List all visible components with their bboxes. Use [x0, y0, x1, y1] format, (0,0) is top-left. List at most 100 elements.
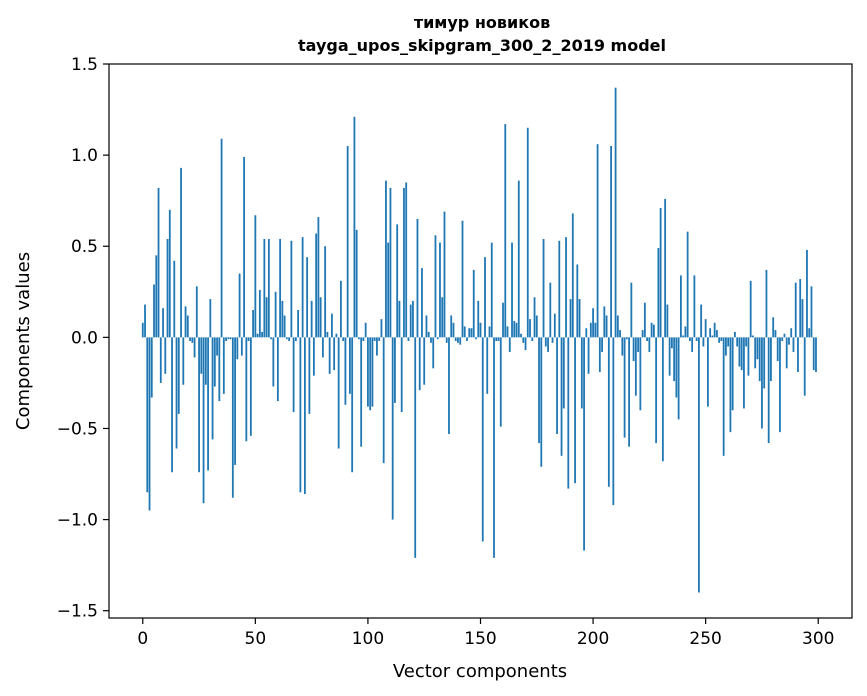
bar-47 — [247, 337, 250, 341]
bar-85 — [333, 337, 336, 371]
bar-45 — [243, 156, 245, 338]
bar-214 — [623, 337, 626, 438]
bar-42 — [236, 337, 239, 360]
bar-19 — [184, 306, 187, 338]
x-axis-label: Vector components — [393, 661, 567, 682]
bar-179 — [544, 337, 547, 347]
bar-155 — [490, 242, 493, 338]
bar-24 — [195, 286, 198, 338]
bar-31 — [211, 337, 214, 440]
bar-161 — [504, 124, 507, 338]
bar-61 — [279, 238, 282, 338]
bar-160 — [502, 302, 504, 338]
bar-71 — [301, 237, 304, 338]
bar-290 — [794, 282, 797, 338]
bar-163 — [508, 337, 511, 352]
bar-115 — [400, 337, 403, 413]
bar-134 — [443, 211, 446, 338]
bar-271 — [752, 335, 754, 338]
y-tick-label: −1.5 — [57, 602, 98, 622]
bar-207 — [607, 337, 610, 487]
bar-294 — [803, 337, 806, 396]
bar-151 — [481, 337, 484, 542]
bar-282 — [776, 337, 779, 362]
bar-88 — [340, 280, 342, 338]
bar-185 — [558, 240, 561, 338]
bar-297 — [810, 286, 813, 338]
bar-166 — [515, 322, 518, 338]
bar-248 — [700, 304, 703, 338]
bar-229 — [657, 248, 660, 338]
bar-70 — [299, 337, 302, 493]
bar-240 — [682, 335, 685, 338]
bar-14 — [173, 260, 176, 338]
bar-173 — [531, 337, 534, 341]
bar-92 — [349, 337, 351, 394]
bar-93 — [351, 337, 354, 473]
bar-259 — [725, 337, 727, 356]
bar-219 — [634, 337, 637, 396]
bar-89 — [342, 337, 345, 341]
bar-127 — [427, 331, 430, 338]
bar-109 — [387, 242, 390, 338]
bar-194 — [578, 299, 581, 338]
bar-274 — [758, 337, 761, 382]
bar-177 — [540, 337, 543, 467]
bar-12 — [168, 209, 171, 338]
bar-140 — [457, 337, 459, 343]
bar-27 — [202, 337, 205, 504]
bar-82 — [326, 331, 329, 338]
bar-254 — [713, 322, 716, 338]
bar-25 — [198, 337, 200, 473]
bar-284 — [781, 337, 784, 341]
bar-243 — [688, 337, 691, 341]
bar-169 — [522, 337, 525, 343]
bar-241 — [684, 326, 687, 338]
bar-5 — [153, 284, 155, 338]
bar-75 — [310, 300, 313, 338]
bar-65 — [288, 337, 291, 341]
bar-197 — [585, 328, 588, 338]
bar-234 — [668, 337, 671, 376]
bar-150 — [479, 322, 482, 338]
bar-279 — [770, 337, 772, 382]
bar-69 — [297, 310, 300, 338]
bar-171 — [526, 127, 529, 338]
bar-283 — [779, 337, 781, 433]
bar-0 — [141, 322, 144, 338]
y-axis-label: Components values — [13, 252, 34, 430]
bar-299 — [815, 337, 817, 372]
bar-167 — [517, 180, 520, 338]
bar-226 — [650, 322, 653, 338]
bar-190 — [569, 299, 572, 338]
bar-280 — [772, 317, 775, 338]
bar-53 — [261, 331, 263, 338]
bar-56 — [267, 238, 270, 338]
bar-78 — [317, 217, 320, 338]
bar-32 — [213, 337, 216, 387]
bar-60 — [276, 337, 279, 402]
bar-13 — [171, 337, 173, 473]
bar-50 — [254, 215, 257, 338]
bar-16 — [177, 337, 180, 414]
bar-28 — [204, 337, 207, 385]
bar-220 — [637, 337, 640, 352]
bar-225 — [648, 337, 651, 352]
bar-118 — [407, 337, 410, 341]
bar-298 — [812, 337, 815, 371]
bar-228 — [655, 337, 658, 444]
bar-99 — [364, 322, 367, 338]
bar-33 — [216, 337, 218, 356]
bar-139 — [454, 337, 457, 341]
bar-66 — [290, 240, 293, 338]
bar-178 — [542, 238, 545, 338]
bar-237 — [675, 337, 678, 398]
bar-266 — [740, 337, 743, 371]
bar-291 — [797, 337, 799, 372]
bar-252 — [709, 328, 712, 338]
bar-273 — [756, 337, 759, 360]
x-tick-label: 100 — [352, 629, 384, 649]
y-tick-label: −1.0 — [57, 511, 98, 531]
bar-143 — [463, 326, 466, 338]
plot-frame — [108, 63, 853, 619]
